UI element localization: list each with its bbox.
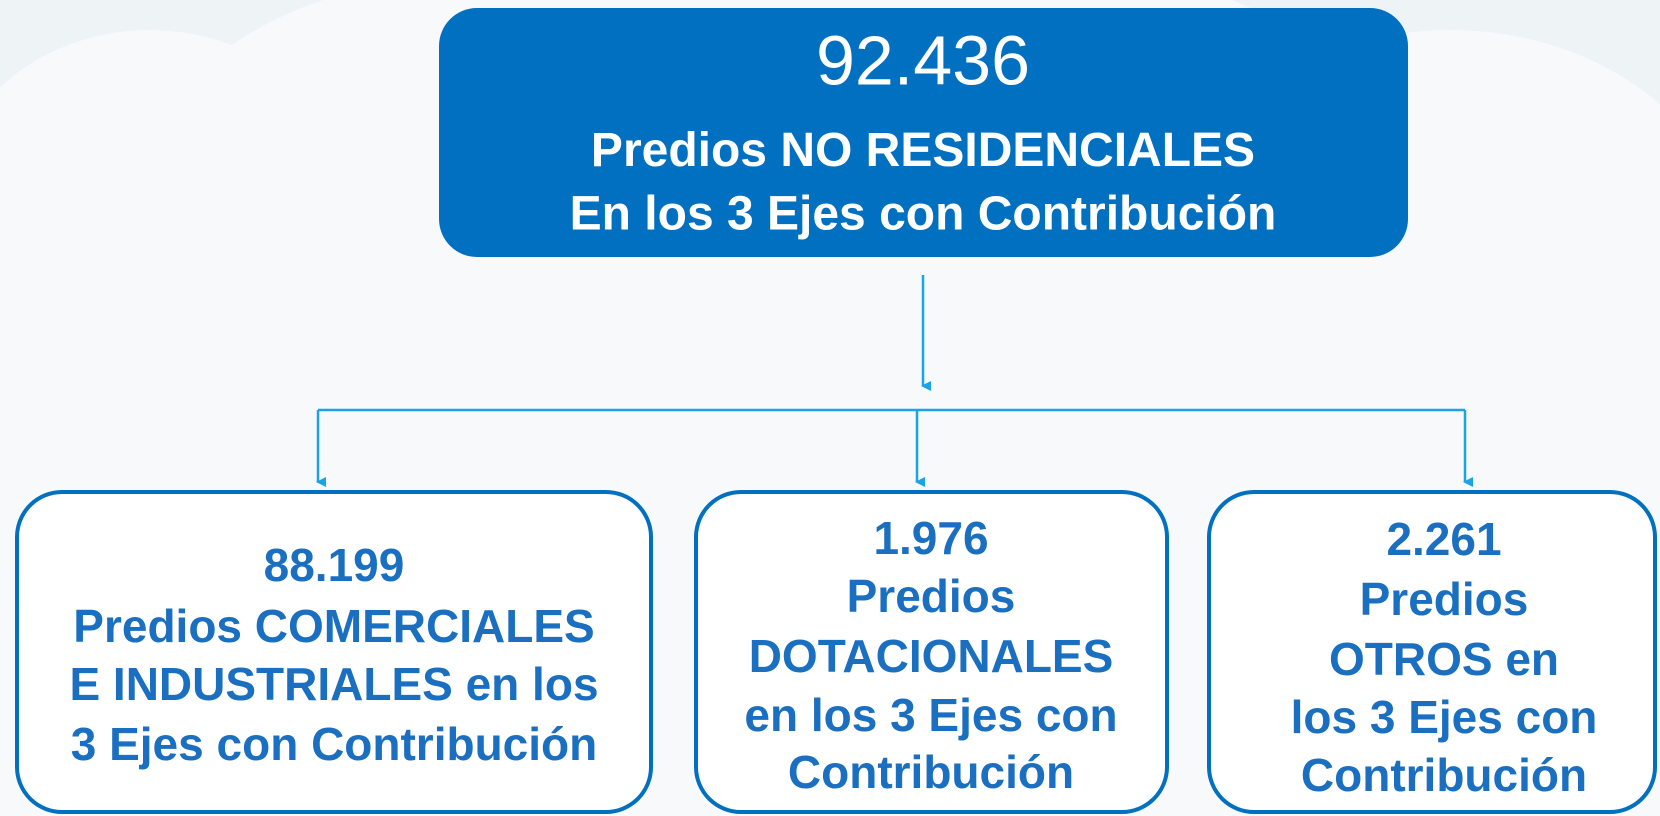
child-node xyxy=(15,490,653,814)
child-label: E INDUSTRIALES en los xyxy=(69,658,598,710)
child-value: 2.261 xyxy=(1386,513,1501,565)
root-title-prefix: Predios xyxy=(591,124,767,177)
root-title-emphasis: NO RESIDENCIALES xyxy=(780,124,1255,177)
child-label: Predios COMERCIALES xyxy=(73,600,594,652)
root-value: 92.436 xyxy=(816,21,1030,99)
child-label: 3 Ejes con Contribución xyxy=(71,718,598,770)
child-boxes xyxy=(15,490,1657,814)
child-value: 1.976 xyxy=(873,512,988,564)
connectors xyxy=(316,275,1473,487)
root-subtitle: En los 3 Ejes con Contribución xyxy=(570,188,1277,241)
child-label: Contribución xyxy=(788,746,1074,798)
child-value: 88.199 xyxy=(264,539,405,591)
child-label: DOTACIONALES xyxy=(749,630,1114,682)
child-node xyxy=(694,490,1169,814)
child-label: los 3 Ejes con xyxy=(1291,691,1598,743)
root-node xyxy=(439,8,1408,257)
root-title: Predios NO RESIDENCIALES xyxy=(591,124,1255,177)
child-label: OTROS en xyxy=(1329,633,1559,685)
child-node xyxy=(1207,490,1657,814)
child-label: Contribución xyxy=(1301,749,1587,801)
child-label: en los 3 Ejes con xyxy=(744,689,1117,741)
child-label: Predios xyxy=(847,570,1016,622)
child-label: Predios xyxy=(1360,573,1529,625)
